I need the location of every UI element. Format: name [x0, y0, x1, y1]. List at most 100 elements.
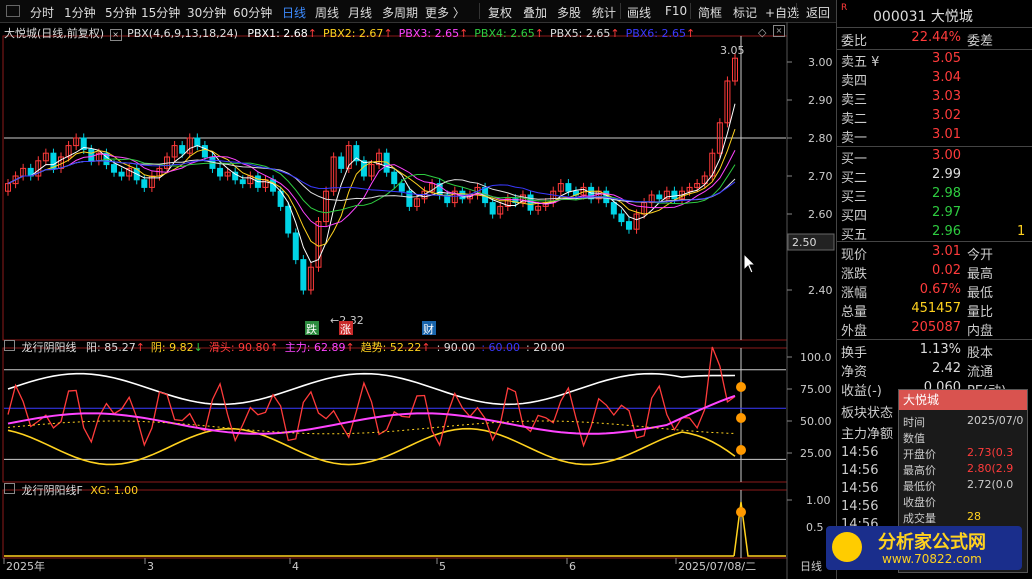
ind1-values: 阳: 85.27↑ 阴: 9.82↓ 滑头: 90.80↑ 主力: 62.89↑ 趋势:…: [80, 341, 565, 354]
candle-body: [217, 167, 224, 177]
toolbar-separator: [796, 3, 797, 19]
low-label: ←2.32: [330, 314, 364, 327]
candle-body: [413, 198, 420, 207]
high-label: 3.05: [720, 44, 745, 57]
chart-area[interactable]: 3.00 2.90 2.80 2.70 2.60 2.40 2.50 3.05 ←2.32 跌 涨 财…: [0, 22, 836, 579]
up-arrow-icon: ↑: [307, 27, 318, 40]
up-arrow-icon: ↑: [534, 27, 544, 40]
price-marker-box: [787, 233, 835, 251]
collapse-icon[interactable]: [4, 340, 15, 351]
toolbar-item-15[interactable]: 画线: [627, 6, 652, 20]
ask-row[interactable]: 卖三 3.03: [841, 89, 961, 108]
toolbar-item-0[interactable]: 分时: [30, 6, 55, 20]
ask-row[interactable]: 卖四 3.04: [841, 70, 961, 89]
candle-body: [307, 266, 314, 291]
candle-body: [73, 137, 80, 147]
ask-row[interactable]: 卖五 ¥3.05: [841, 51, 961, 70]
ind1-title: 龙行阴阳线: [21, 341, 77, 354]
toolbar-item-20[interactable]: 返回: [806, 6, 831, 20]
pbx-value: PBX2: 2.67: [323, 27, 384, 40]
stock-code: 000031: [873, 9, 927, 25]
candle-body: [489, 202, 496, 215]
toolbar-item-19[interactable]: +自选: [765, 6, 800, 20]
candle-body: [429, 183, 436, 192]
bid-row[interactable]: 买三 2.98: [841, 186, 961, 205]
candle-body: [323, 190, 330, 223]
toolbar-item-8[interactable]: 月线: [348, 6, 373, 20]
y-tick-label: 2.90: [808, 94, 833, 107]
toolbar-item-3[interactable]: 15分钟: [141, 6, 181, 20]
pbx-value: PBX3: 2.65: [398, 27, 460, 40]
toolbar-item-16[interactable]: F10: [665, 4, 688, 18]
toolbar-item-11[interactable]: 复权: [488, 6, 513, 20]
bid-row[interactable]: 买四 2.97: [841, 205, 961, 224]
toolbar-item-4[interactable]: 30分钟: [187, 6, 227, 20]
candle-body: [663, 190, 670, 200]
candle-body: [345, 145, 352, 169]
candle-body: [618, 213, 625, 223]
ask-row[interactable]: 卖一 3.01: [841, 127, 961, 146]
event-badge-label: 财: [423, 322, 434, 336]
y-tick-label: 2.40: [808, 284, 833, 297]
pbx-value: PBX6: 2.65: [625, 27, 686, 40]
menu-icon[interactable]: [6, 5, 20, 17]
r-badge: R: [841, 3, 848, 13]
toolbar-item-7[interactable]: 周线: [315, 6, 340, 20]
toolbar-item-10[interactable]: 更多 〉: [425, 6, 465, 20]
ind2-y-label: 0.5: [806, 521, 824, 534]
up-arrow-icon: ↑: [345, 341, 355, 354]
ind1-y-label: 75.00: [800, 383, 832, 396]
candle-body: [300, 259, 307, 291]
candle-body: [497, 205, 504, 215]
x-axis-label: 5: [439, 560, 446, 573]
close-icon[interactable]: ×: [109, 29, 122, 41]
up-arrow-icon: ↑: [686, 27, 696, 40]
x-axis-label: 2025/07/08/二: [678, 560, 756, 573]
toolbar-item-14[interactable]: 统计: [592, 6, 617, 20]
y-tick-label: 3.00: [808, 56, 833, 69]
toolbar-item-6[interactable]: 日线: [282, 6, 307, 20]
ind2-y-label: 1.00: [806, 494, 831, 507]
stat2-row: 净资 2.42 流通: [841, 361, 994, 380]
candle-body: [406, 190, 413, 207]
toolbar-item-1[interactable]: 1分钟: [64, 6, 96, 20]
xg-value: XG: 1.00: [90, 484, 139, 497]
candle-body: [368, 164, 375, 177]
ma-line: [7, 159, 736, 203]
settings-icon[interactable]: ◇: [758, 26, 767, 39]
candle-body: [141, 179, 148, 188]
candle-body: [694, 183, 701, 188]
ask-row[interactable]: 卖二 3.02: [841, 108, 961, 127]
candle-body: [648, 194, 655, 204]
xg-spike: [733, 501, 786, 557]
toolbar-item-2[interactable]: 5分钟: [105, 6, 137, 20]
candle-body: [232, 171, 239, 181]
weibi-row: 委比 22.44% 委差: [841, 30, 994, 49]
stock-name-header: 000031 大悦城: [873, 6, 973, 26]
candle-body: [671, 190, 678, 200]
bid-row[interactable]: 买二 2.99: [841, 167, 961, 186]
bid-row[interactable]: 买一 3.00: [841, 148, 961, 167]
ind1-value: 趋势: 52.22: [360, 341, 422, 354]
candle-body: [330, 156, 337, 192]
candle-body: [398, 183, 405, 192]
up-arrow-icon: ↑: [459, 27, 469, 40]
toolbar-item-13[interactable]: 多股: [557, 6, 582, 20]
toolbar-item-12[interactable]: 叠加: [523, 6, 548, 20]
ind1-y-label: 25.00: [800, 447, 832, 460]
toolbar-item-5[interactable]: 60分钟: [233, 6, 273, 20]
bid-row[interactable]: 买五 2.96 1: [841, 224, 1026, 243]
x-axis-label: 3: [147, 560, 154, 573]
down-arrow-icon: ↓: [193, 341, 203, 354]
stat-row: 涨跌 0.02 最高: [841, 263, 994, 282]
collapse-icon[interactable]: [4, 483, 15, 494]
toolbar-item-17[interactable]: 简框: [698, 6, 723, 20]
toolbar-item-18[interactable]: 标记: [733, 6, 758, 20]
close-chart-icon[interactable]: ×: [773, 25, 785, 37]
candle-body: [12, 175, 19, 185]
ind1-y-label: 50.00: [800, 415, 832, 428]
toolbar-item-9[interactable]: 多周期: [382, 6, 419, 20]
candle-body: [126, 167, 133, 177]
candle-body: [565, 183, 572, 192]
yang-line: [7, 372, 736, 406]
